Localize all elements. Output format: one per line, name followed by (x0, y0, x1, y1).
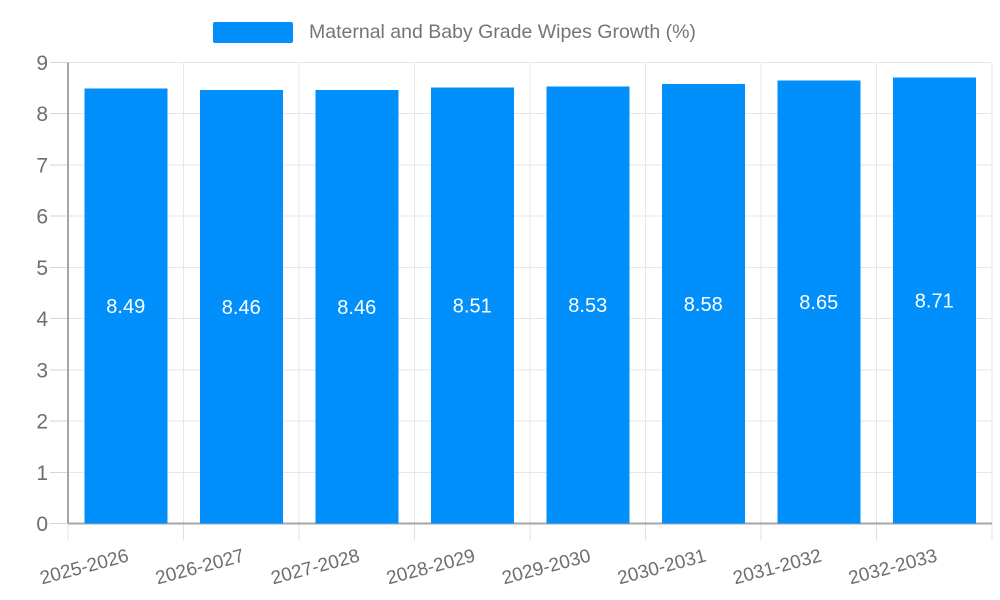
y-axis-label: 1 (36, 462, 48, 485)
bar-value-label: 8.71 (915, 290, 954, 312)
x-axis-label[interactable]: 2032-2033 (846, 546, 939, 590)
x-axis-label[interactable]: 2028-2029 (384, 546, 477, 590)
x-axis-label[interactable]: 2026-2027 (153, 546, 246, 590)
bar-value-label: 8.46 (222, 297, 261, 319)
x-axis-label[interactable]: 2031-2032 (731, 546, 824, 590)
y-axis-label: 2 (36, 411, 48, 434)
legend-item[interactable]: Maternal and Baby Grade Wipes Growth (%) (213, 21, 696, 43)
y-axis-label: 8 (36, 103, 48, 126)
y-axis-label: 7 (36, 154, 48, 177)
bar[interactable] (199, 90, 283, 524)
bar-value-label: 8.65 (799, 292, 838, 314)
x-axis-label[interactable]: 2029-2030 (500, 546, 593, 590)
y-axis-label: 0 (36, 513, 48, 536)
y-axis-label: 6 (36, 206, 48, 229)
bar[interactable] (546, 86, 630, 524)
bar-value-label: 8.49 (106, 296, 145, 318)
x-axis-label[interactable]: 2027-2028 (269, 546, 362, 590)
x-axis-label[interactable]: 2030-2031 (615, 546, 708, 590)
legend-marker (213, 21, 293, 43)
bar[interactable] (84, 88, 168, 524)
bar-value-label: 8.58 (684, 294, 723, 316)
x-axis-label[interactable]: 2025-2026 (38, 546, 131, 590)
bar-value-label: 8.51 (453, 296, 492, 318)
bar-value-label: 8.46 (337, 297, 376, 319)
y-axis-label: 4 (36, 308, 48, 331)
bar[interactable] (430, 87, 514, 524)
y-axis-label: 3 (36, 359, 48, 382)
bar-value-label: 8.53 (568, 295, 607, 317)
y-axis-label: 9 (36, 52, 48, 75)
bar[interactable] (315, 90, 399, 524)
legend-label: Maternal and Baby Grade Wipes Growth (%) (309, 21, 696, 43)
bar[interactable] (892, 77, 976, 524)
bar[interactable] (777, 80, 861, 524)
bar[interactable] (661, 84, 745, 524)
y-axis-label: 5 (36, 257, 48, 280)
